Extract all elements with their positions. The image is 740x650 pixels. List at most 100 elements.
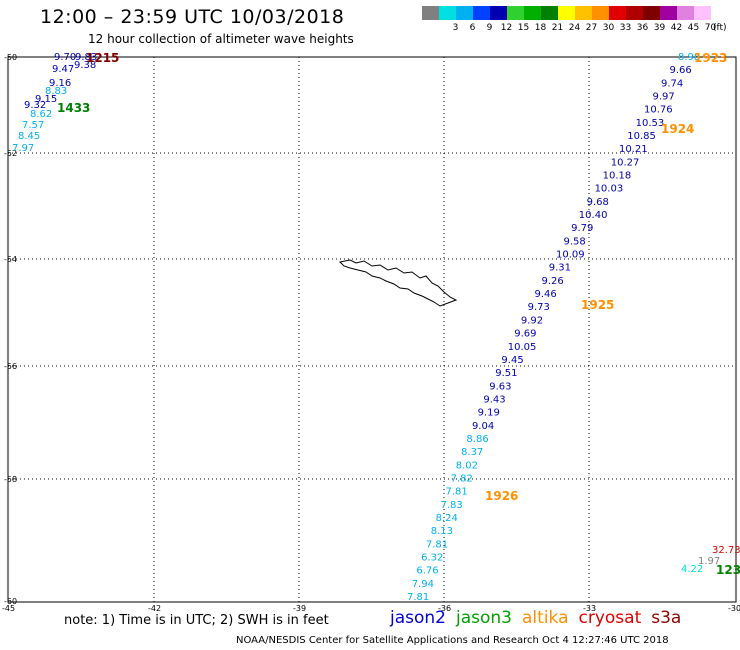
colorbar-unit: (ft) bbox=[713, 23, 727, 33]
colorbar-swatch bbox=[677, 6, 694, 20]
wave-height-value: 9.31 bbox=[549, 263, 571, 274]
wave-height-value: 9.19 bbox=[478, 408, 500, 419]
colorbar-swatch bbox=[524, 6, 541, 20]
colorbar-label: 18 bbox=[534, 23, 547, 33]
wave-height-value: 9.58 bbox=[564, 236, 586, 247]
wave-height-value: 9.46 bbox=[534, 289, 556, 300]
wave-height-value: 10.05 bbox=[508, 342, 537, 353]
wave-height-value: 7.94 bbox=[412, 579, 434, 590]
pass-time-label: 1924 bbox=[661, 122, 694, 136]
color-legend: 3 6 9 12 15 18 21 24 27 30 33 36 39 42 45 70 (ft) bbox=[422, 6, 740, 36]
colorbar-swatch bbox=[592, 6, 609, 20]
colorbar-label: 27 bbox=[585, 23, 598, 33]
wave-height-value: 9.32 bbox=[24, 100, 46, 111]
wave-height-value: 8.02 bbox=[456, 460, 478, 471]
colorbar-label: 33 bbox=[619, 23, 632, 33]
colorbar-label: 9 bbox=[486, 23, 493, 33]
colorbar-label: 3 bbox=[452, 23, 459, 33]
wave-height-value: 9.92 bbox=[521, 315, 543, 326]
colorbar-label: 39 bbox=[653, 23, 666, 33]
wave-height-value: 9.63 bbox=[489, 381, 511, 392]
pass-time-label: 1926 bbox=[485, 489, 518, 503]
longitude-tick-label: -30 bbox=[728, 604, 740, 613]
colorbar-label: 6 bbox=[469, 23, 476, 33]
wave-height-value: 6.76 bbox=[416, 566, 438, 577]
latitude-tick-label: -52 bbox=[4, 149, 17, 158]
pass-time-label: 1923 bbox=[694, 51, 727, 65]
wave-height-value: 9.69 bbox=[514, 329, 536, 340]
wave-height-value: 8.45 bbox=[18, 131, 40, 142]
latitude-tick-label: -50 bbox=[4, 53, 17, 62]
wave-height-value: 9.73 bbox=[528, 302, 550, 313]
colorbar-swatch bbox=[541, 6, 558, 20]
colorbar-swatch bbox=[439, 6, 456, 20]
wave-height-value: 7.81 bbox=[445, 487, 467, 498]
wave-height-value: 10.85 bbox=[627, 131, 656, 142]
colorbar-swatch bbox=[660, 6, 677, 20]
wave-height-value: 9.43 bbox=[483, 394, 505, 405]
wave-height-value: 7.81 bbox=[426, 539, 448, 550]
longitude-tick-label: -33 bbox=[583, 604, 596, 613]
colorbar-swatch bbox=[507, 6, 524, 20]
latitude-tick-label: -56 bbox=[4, 362, 17, 371]
wave-height-value: 9.45 bbox=[501, 355, 523, 366]
colorbar-label: 24 bbox=[568, 23, 581, 33]
colorbar-label: 36 bbox=[636, 23, 649, 33]
colorbar-swatch bbox=[626, 6, 643, 20]
wave-height-value: 9.26 bbox=[542, 276, 564, 287]
wave-height-value: 9.04 bbox=[472, 421, 494, 432]
wave-height-value: 9.47 bbox=[52, 64, 74, 75]
wave-height-value: 9.66 bbox=[669, 65, 691, 76]
colorbar-label: 42 bbox=[670, 23, 683, 33]
longitude-tick-label: -39 bbox=[293, 604, 306, 613]
satellite-legend: jason2 jason3 altika cryosat s3a bbox=[390, 608, 691, 628]
latitude-tick-label: -60 bbox=[4, 597, 17, 606]
south-georgia-coastline bbox=[338, 259, 458, 307]
wave-height-value: 8.83 bbox=[45, 86, 67, 97]
latitude-tick-label: -54 bbox=[4, 255, 17, 264]
chart-subtitle: 12 hour collection of altimeter wave hei… bbox=[88, 32, 354, 46]
satellite-legend-item: jason2 bbox=[390, 608, 446, 628]
colorbar-label: 15 bbox=[517, 23, 530, 33]
satellite-legend-item: cryosat bbox=[578, 608, 642, 628]
wave-height-value: 9.97 bbox=[652, 92, 674, 103]
colorbar-swatch bbox=[643, 6, 660, 20]
colorbar-swatch bbox=[575, 6, 592, 20]
colorbar-swatch bbox=[694, 6, 711, 20]
colorbar-label: 70 bbox=[704, 23, 717, 33]
wave-height-value: 9.70 bbox=[54, 52, 76, 63]
wave-height-value: 9.15 bbox=[35, 94, 57, 105]
wave-height-value: 7.82 bbox=[451, 473, 473, 484]
colorbar-label: 45 bbox=[687, 23, 700, 33]
wave-height-value: 1.97 bbox=[698, 556, 720, 567]
colorbar-label: 12 bbox=[500, 23, 513, 33]
wave-height-value: 8.86 bbox=[466, 434, 488, 445]
wave-height-value: 8.13 bbox=[431, 526, 453, 537]
wave-height-value: 10.40 bbox=[579, 210, 608, 221]
colorbar-swatch bbox=[558, 6, 575, 20]
wave-height-value: 7.57 bbox=[22, 120, 44, 131]
wave-height-value: 9.51 bbox=[495, 368, 517, 379]
wave-height-value: 8.98 bbox=[678, 52, 700, 63]
satellite-legend-item: jason3 bbox=[456, 608, 512, 628]
colorbar-label: 21 bbox=[551, 23, 564, 33]
satellite-legend-item: altika bbox=[522, 608, 569, 628]
wave-height-value: 6.32 bbox=[421, 552, 443, 563]
wave-height-value: 8.24 bbox=[436, 513, 458, 524]
longitude-tick-label: -36 bbox=[438, 604, 451, 613]
wave-height-value: 4.22 bbox=[681, 564, 703, 575]
wave-height-value: 8.37 bbox=[461, 447, 483, 458]
wave-height-value: 10.03 bbox=[595, 184, 624, 195]
wave-height-value: 10.18 bbox=[603, 171, 632, 182]
wave-height-value: 10.76 bbox=[644, 105, 673, 116]
pass-time-label: 123 bbox=[716, 563, 740, 577]
wave-height-value: 9.74 bbox=[661, 78, 683, 89]
longitude-tick-label: -45 bbox=[2, 604, 15, 613]
wave-height-value: 10.53 bbox=[636, 118, 665, 129]
map-frame bbox=[7, 56, 737, 603]
colorbar-swatch bbox=[422, 6, 439, 20]
wave-height-value: 32.73 bbox=[712, 545, 740, 556]
wave-height-value: 9.68 bbox=[587, 197, 609, 208]
pass-time-label: 1215 bbox=[86, 51, 119, 65]
